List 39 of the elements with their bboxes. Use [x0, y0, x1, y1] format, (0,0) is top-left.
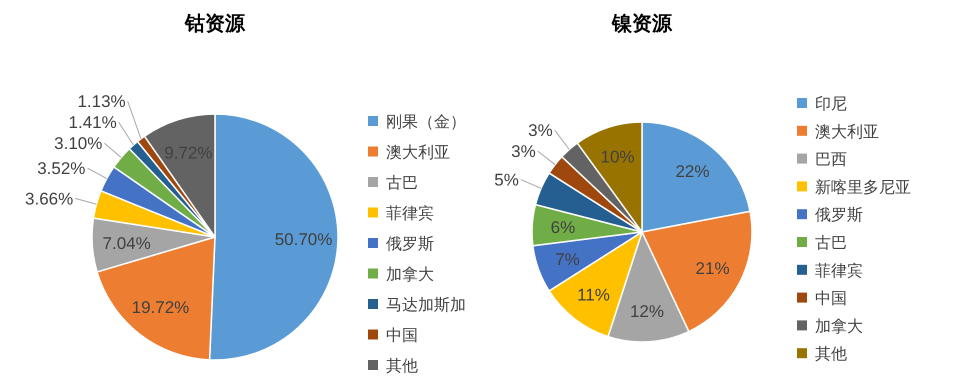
legend-label: 刚果（金）	[386, 114, 466, 131]
legend-label: 澳大利亚	[386, 144, 450, 162]
legend-label: 巴西	[815, 152, 847, 169]
chart-title: 镍资源	[611, 13, 673, 35]
legend-label: 古巴	[386, 174, 418, 192]
data-label: 3%	[528, 121, 553, 140]
legend-label: 菲律宾	[386, 204, 434, 222]
legend-label: 俄罗斯	[386, 235, 434, 253]
legend-label: 加拿大	[815, 317, 863, 336]
legend-label: 澳大利亚	[815, 122, 879, 141]
legend-label: 中国	[386, 326, 418, 344]
legend-label: 印尼	[815, 95, 847, 113]
legend-label: 古巴	[815, 234, 847, 252]
data-label: 11%	[577, 286, 610, 305]
legend-label: 加拿大	[386, 266, 434, 284]
data-label: 1.41%	[68, 113, 117, 132]
data-label: 7%	[555, 250, 580, 269]
data-label: 21%	[696, 258, 730, 278]
legend-label: 其他	[386, 357, 418, 375]
legend-label: 马达加斯加	[386, 296, 466, 314]
data-label: 19.72%	[132, 298, 190, 317]
data-label: 6%	[550, 218, 576, 238]
legend-label: 俄罗斯	[815, 206, 863, 224]
data-label: 3.66%	[25, 189, 74, 208]
data-label: 3.52%	[37, 159, 86, 178]
data-label: 3.10%	[54, 134, 102, 154]
legend-label: 中国	[815, 290, 847, 308]
data-label: 3%	[511, 142, 536, 162]
data-label: 12%	[630, 302, 664, 322]
legend-label: 新喀里多尼亚	[815, 178, 911, 196]
legend-label: 其他	[815, 345, 847, 364]
data-label: 7.04%	[102, 234, 151, 253]
legend-label: 菲律宾	[815, 262, 863, 280]
data-label: 5%	[494, 170, 519, 190]
data-label: 10%	[600, 148, 635, 167]
data-label: 50.70%	[274, 230, 332, 249]
data-label: 1.13%	[77, 92, 126, 112]
data-label: 22%	[675, 162, 710, 181]
chart-title: 钴资源	[184, 13, 246, 35]
